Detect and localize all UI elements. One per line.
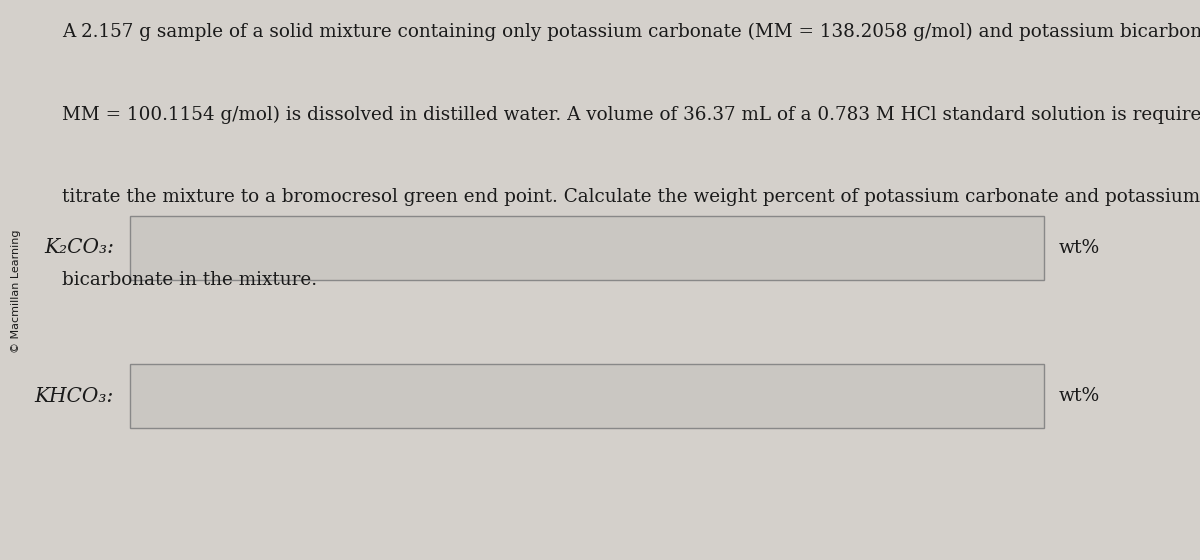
Text: MM = 100.1154 g/mol) is dissolved in distilled water. A volume of 36.37 mL of a : MM = 100.1154 g/mol) is dissolved in dis… (62, 105, 1200, 124)
FancyBboxPatch shape (130, 216, 1044, 280)
Text: K₂CO₃:: K₂CO₃: (44, 239, 114, 257)
Text: © Macmillan Learning: © Macmillan Learning (11, 230, 20, 353)
Text: A 2.157 g sample of a solid mixture containing only potassium carbonate (MM = 13: A 2.157 g sample of a solid mixture cont… (62, 22, 1200, 41)
Text: KHCO₃:: KHCO₃: (35, 387, 114, 405)
Text: wt%: wt% (1058, 239, 1099, 257)
Text: titrate the mixture to a bromocresol green end point. Calculate the weight perce: titrate the mixture to a bromocresol gre… (62, 188, 1200, 206)
FancyBboxPatch shape (130, 364, 1044, 428)
Text: bicarbonate in the mixture.: bicarbonate in the mixture. (62, 271, 318, 289)
Text: wt%: wt% (1058, 387, 1099, 405)
